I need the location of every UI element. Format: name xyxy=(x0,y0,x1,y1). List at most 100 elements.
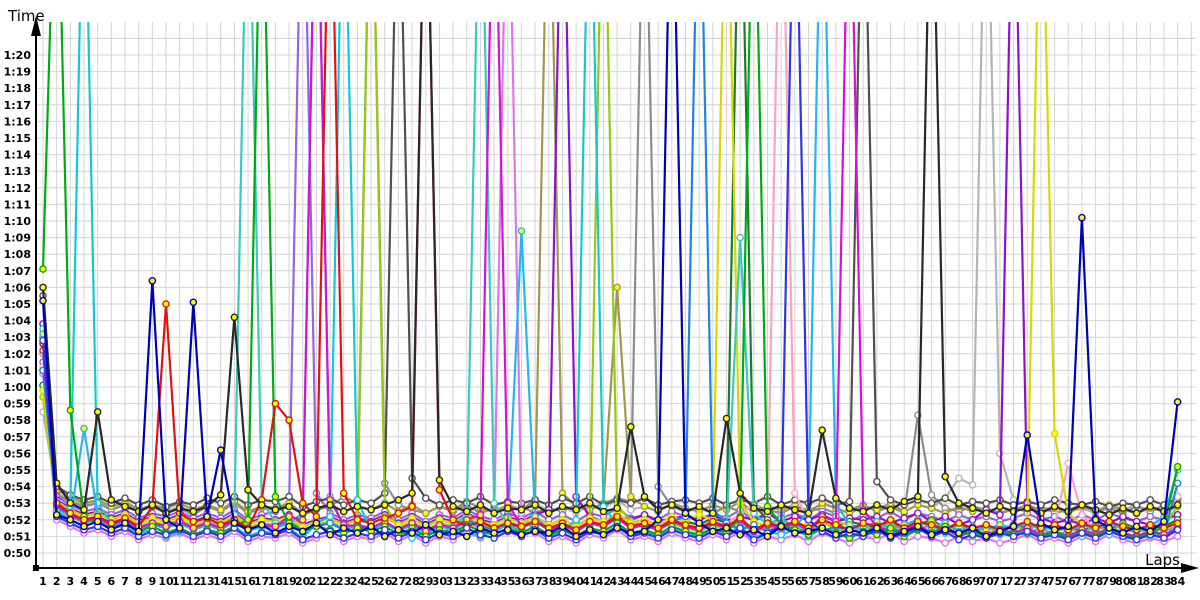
data-point xyxy=(968,530,977,539)
data-point xyxy=(873,501,881,509)
data-point xyxy=(777,522,785,531)
data-point xyxy=(927,530,936,539)
y-tick-label: 1:15 xyxy=(4,132,31,145)
x-tick-label: 37 xyxy=(527,575,542,588)
data-point xyxy=(627,499,635,508)
data-point xyxy=(312,504,321,513)
x-tick-label: 11 xyxy=(172,575,187,588)
data-point xyxy=(285,522,293,531)
x-tick-label: 23 xyxy=(336,575,351,588)
data-point xyxy=(1064,535,1073,544)
y-tick-label: 0:56 xyxy=(4,447,32,460)
data-point xyxy=(476,510,485,519)
data-point xyxy=(394,509,403,518)
data-point xyxy=(1173,519,1182,527)
y-tick-label: 1:13 xyxy=(4,165,31,178)
data-point xyxy=(462,524,471,532)
data-point xyxy=(1146,512,1155,521)
data-point xyxy=(900,527,909,536)
data-point xyxy=(968,524,977,532)
data-point xyxy=(791,505,799,514)
data-point xyxy=(298,527,307,536)
data-point xyxy=(1132,501,1141,509)
x-tick-label: 49 xyxy=(692,575,707,588)
data-point xyxy=(490,529,498,537)
x-tick-label: 19 xyxy=(281,575,296,588)
data-point xyxy=(517,227,526,235)
data-point xyxy=(435,486,444,494)
data-point xyxy=(162,522,170,531)
data-point xyxy=(121,502,129,511)
data-point xyxy=(1119,512,1127,521)
y-tick-label: 0:53 xyxy=(4,497,31,510)
data-point xyxy=(873,524,881,532)
series-olive xyxy=(39,22,1182,518)
data-point xyxy=(162,516,170,524)
x-tick-label: 45 xyxy=(637,575,652,588)
x-tick-label: 18 xyxy=(268,575,283,588)
x-tick-label: 51 xyxy=(719,575,734,588)
data-point xyxy=(818,516,826,524)
data-point xyxy=(750,526,758,534)
data-point xyxy=(914,509,922,518)
data-point xyxy=(271,505,280,514)
data-point xyxy=(777,501,785,509)
data-point xyxy=(695,502,703,511)
data-point xyxy=(763,532,772,541)
data-point xyxy=(982,509,991,518)
data-point xyxy=(339,507,348,516)
series-chartreuse xyxy=(39,22,1182,537)
x-tick-label: 74 xyxy=(1033,575,1049,588)
x-tick-label: 22 xyxy=(322,575,337,588)
data-point xyxy=(941,539,950,547)
data-point xyxy=(1160,534,1168,542)
data-point xyxy=(818,524,826,532)
data-point xyxy=(859,507,868,516)
data-point xyxy=(968,504,977,513)
y-tick-label: 0:58 xyxy=(4,414,31,427)
x-tick-label: 14 xyxy=(213,575,229,588)
y-tick-label: 1:19 xyxy=(4,66,31,79)
data-point xyxy=(681,509,690,518)
series-turquoise xyxy=(39,22,1182,541)
data-point xyxy=(804,527,813,536)
data-point xyxy=(1009,522,1018,531)
data-point xyxy=(421,535,430,544)
data-point xyxy=(367,522,375,531)
data-point xyxy=(886,496,895,504)
data-point xyxy=(914,522,922,531)
x-tick-label: 82 xyxy=(1143,575,1158,588)
data-point xyxy=(189,532,198,541)
y-tick-label: 1:10 xyxy=(4,215,32,228)
x-tick-label: 2 xyxy=(53,575,61,588)
data-point xyxy=(435,501,444,509)
series-violet xyxy=(39,22,1182,547)
y-tick-label: 0:51 xyxy=(4,530,31,543)
data-point xyxy=(271,522,280,531)
data-point xyxy=(189,298,198,307)
x-tick-label: 80 xyxy=(1115,575,1131,588)
x-tick-label: 46 xyxy=(650,575,666,588)
data-point xyxy=(927,521,936,529)
data-point xyxy=(326,512,334,521)
data-point xyxy=(531,517,539,526)
data-point xyxy=(39,265,47,273)
x-tick-label: 72 xyxy=(1006,575,1021,588)
data-point xyxy=(681,521,690,529)
x-tick-label: 79 xyxy=(1102,575,1117,588)
y-tick-label: 1:11 xyxy=(4,198,31,211)
data-point xyxy=(80,522,88,531)
x-tick-label: 38 xyxy=(541,575,556,588)
data-point xyxy=(380,532,389,541)
data-point xyxy=(572,516,580,524)
x-tick-label: 1 xyxy=(39,575,47,588)
data-point xyxy=(955,519,963,527)
data-point xyxy=(900,514,909,522)
data-point xyxy=(421,521,430,529)
data-point xyxy=(189,507,198,516)
x-tick-label: 66 xyxy=(924,575,940,588)
data-point xyxy=(763,507,772,516)
data-point xyxy=(216,521,225,529)
data-point xyxy=(134,527,143,536)
